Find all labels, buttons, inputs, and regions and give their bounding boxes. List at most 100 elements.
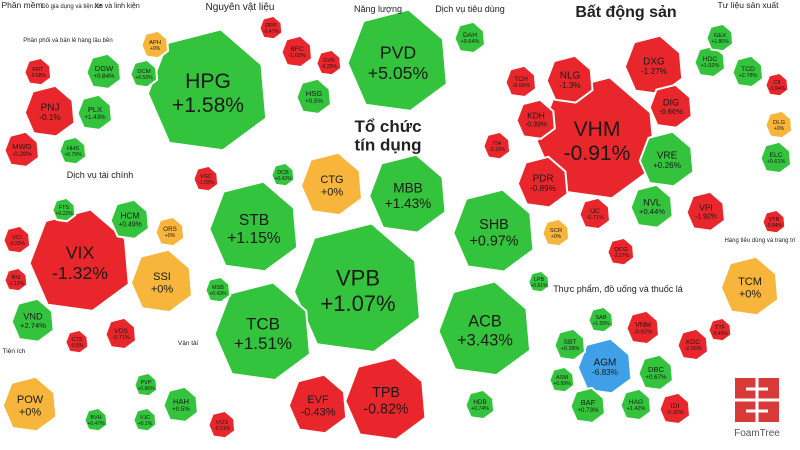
cell-vre[interactable] bbox=[638, 130, 695, 188]
cell-vnd[interactable] bbox=[10, 297, 55, 343]
change-idi: -0.32% bbox=[666, 410, 684, 416]
cell-nvl[interactable] bbox=[629, 183, 674, 229]
cell-tcd[interactable] bbox=[731, 54, 765, 89]
cell-scr[interactable] bbox=[541, 217, 571, 248]
cell-baf[interactable] bbox=[569, 386, 606, 424]
cell-tch[interactable] bbox=[504, 64, 538, 99]
cell-elc[interactable] bbox=[759, 140, 793, 175]
cell-vhm[interactable] bbox=[535, 76, 657, 200]
change-vnd: +2.74% bbox=[20, 321, 46, 330]
cell-mwg[interactable] bbox=[3, 130, 40, 168]
cell-gex[interactable] bbox=[705, 22, 735, 53]
ticker-vix: VIX bbox=[66, 242, 95, 262]
ticker-agm: AGM bbox=[594, 357, 617, 368]
cell-aph[interactable] bbox=[140, 29, 170, 60]
section-van-tai: Vận tải bbox=[178, 340, 198, 347]
cell-dah[interactable] bbox=[453, 20, 487, 55]
cell-pow[interactable] bbox=[1, 375, 58, 433]
cell-hdc[interactable] bbox=[693, 44, 727, 79]
section-tien-ich: Tiện ích bbox=[3, 348, 26, 355]
ticker-nvl: NVL bbox=[643, 197, 661, 207]
cell-vix[interactable] bbox=[28, 208, 130, 312]
ticker-scr: SCR bbox=[550, 228, 562, 234]
cell-ijc[interactable] bbox=[578, 196, 612, 231]
cell-dbc[interactable] bbox=[637, 353, 674, 391]
cell-dpr[interactable] bbox=[258, 14, 284, 41]
cell-msb[interactable] bbox=[204, 275, 232, 304]
cell-vds[interactable] bbox=[104, 316, 138, 351]
ticker-pow: POW bbox=[17, 394, 44, 406]
cell-pvp[interactable] bbox=[133, 371, 159, 398]
cell-pnj[interactable] bbox=[23, 84, 76, 138]
cell-tcm[interactable] bbox=[719, 255, 780, 317]
cell-vos[interactable] bbox=[207, 409, 237, 440]
ticker-dlg: DLG bbox=[773, 120, 786, 126]
cell-hdb[interactable] bbox=[464, 388, 496, 421]
change-nvl: +0.44% bbox=[639, 207, 665, 216]
cell-dlg[interactable] bbox=[764, 109, 794, 140]
change-aph: +0% bbox=[150, 46, 161, 52]
cell-evf[interactable] bbox=[287, 373, 348, 435]
cell-dgw[interactable] bbox=[85, 52, 122, 90]
cell-ita[interactable] bbox=[482, 130, 512, 161]
cell-vci[interactable] bbox=[2, 224, 32, 255]
cell-vtb[interactable] bbox=[761, 208, 787, 235]
cell-hah[interactable] bbox=[162, 385, 199, 423]
cell-ssi[interactable] bbox=[129, 248, 194, 314]
cell-bvh[interactable] bbox=[83, 406, 109, 433]
change-vgc: -1.03% bbox=[198, 180, 214, 186]
section-dich-vu-tai-chinh: Dịch vụ tài chính bbox=[67, 170, 134, 180]
cell-sab[interactable] bbox=[587, 305, 615, 334]
cell-vgc[interactable] bbox=[192, 164, 220, 193]
cell-stb[interactable] bbox=[208, 180, 299, 273]
section-nang-luong: Năng lượng bbox=[354, 4, 402, 14]
cell-cts[interactable] bbox=[64, 328, 90, 355]
ticker-vre: VRE bbox=[657, 150, 678, 161]
change-shb: +0.97% bbox=[470, 234, 519, 250]
cell-sbt[interactable] bbox=[553, 327, 587, 362]
cell-shb[interactable] bbox=[452, 188, 535, 273]
cell-nlg[interactable] bbox=[545, 54, 594, 104]
cell-tpb[interactable] bbox=[344, 356, 427, 441]
cell-acb[interactable] bbox=[437, 280, 532, 377]
cell-bfc[interactable] bbox=[280, 34, 314, 69]
cell-kdh[interactable] bbox=[515, 98, 556, 140]
cell-hag[interactable] bbox=[619, 387, 653, 422]
cell-ors[interactable] bbox=[154, 215, 186, 248]
cell-vpb[interactable] bbox=[292, 222, 421, 354]
cell-bsi[interactable] bbox=[3, 266, 29, 293]
cell-dcb[interactable] bbox=[270, 161, 296, 188]
cell-hcm[interactable] bbox=[109, 198, 150, 240]
cell-qcg[interactable] bbox=[606, 236, 636, 267]
cell-frt[interactable] bbox=[23, 56, 53, 87]
cell-tcb[interactable] bbox=[213, 281, 311, 382]
cell-hhs[interactable] bbox=[58, 135, 88, 166]
ticker-plx: PLX bbox=[88, 105, 102, 114]
change-plx: +1.43% bbox=[84, 114, 106, 121]
cell-gvr[interactable] bbox=[315, 48, 343, 77]
cell-ctg[interactable] bbox=[299, 151, 364, 217]
ticker-ttf: TTF bbox=[715, 325, 726, 331]
cell-kdc[interactable] bbox=[676, 327, 710, 362]
change-cts: -0.5% bbox=[70, 343, 84, 349]
cell-pvd[interactable] bbox=[346, 8, 448, 112]
cell-vpi[interactable] bbox=[685, 190, 726, 232]
cell-cii[interactable] bbox=[764, 71, 790, 98]
cell-hsg[interactable] bbox=[295, 77, 332, 115]
cell-dig[interactable] bbox=[648, 83, 693, 129]
cell-vjc[interactable] bbox=[132, 406, 158, 433]
change-vds: -0.71% bbox=[112, 335, 130, 341]
cell-idi[interactable] bbox=[658, 391, 692, 426]
cell-pdr[interactable] bbox=[516, 155, 569, 209]
cell-mbb[interactable] bbox=[368, 153, 447, 234]
cell-fts[interactable] bbox=[51, 196, 77, 223]
cell-ttf[interactable] bbox=[707, 316, 733, 343]
cell-plx[interactable] bbox=[76, 93, 113, 131]
cell-lpb[interactable] bbox=[527, 269, 551, 294]
change-tcb: +1.51% bbox=[234, 334, 292, 353]
cell-asm[interactable] bbox=[548, 365, 576, 394]
ticker-pnj: PNJ bbox=[41, 102, 60, 113]
cell-dxg[interactable] bbox=[623, 34, 684, 96]
cell-vnm[interactable] bbox=[625, 309, 661, 346]
cell-dcm[interactable] bbox=[129, 58, 159, 89]
